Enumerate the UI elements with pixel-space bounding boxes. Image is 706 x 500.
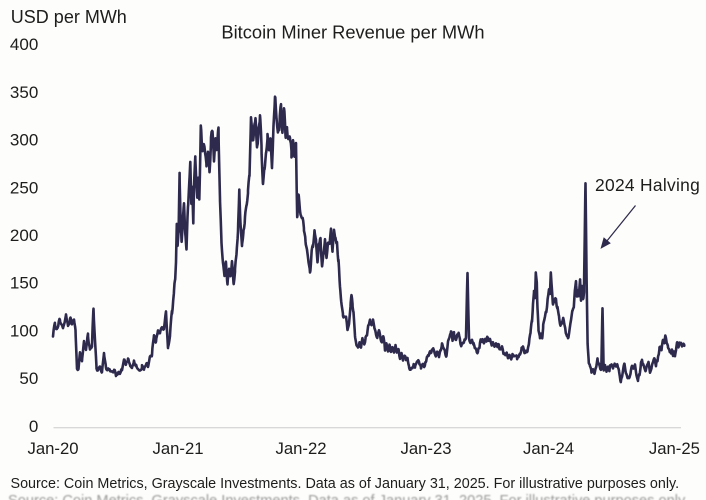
svg-text:Jan-25: Jan-25: [649, 439, 700, 458]
svg-text:400: 400: [10, 35, 38, 54]
svg-text:350: 350: [10, 83, 38, 102]
svg-text:Jan-21: Jan-21: [152, 439, 203, 458]
svg-text:100: 100: [10, 321, 38, 340]
svg-text:0: 0: [29, 417, 38, 436]
svg-text:Bitcoin Miner Revenue per MWh: Bitcoin Miner Revenue per MWh: [221, 21, 484, 42]
svg-text:Source: Coin Metrics, Grayscal: Source: Coin Metrics, Grayscale Investme…: [11, 476, 680, 492]
svg-text:200: 200: [10, 226, 38, 245]
svg-text:USD per MWh: USD per MWh: [11, 7, 127, 27]
svg-text:Jan-23: Jan-23: [400, 439, 451, 458]
svg-text:Jan-20: Jan-20: [27, 439, 78, 458]
svg-text:Jan-24: Jan-24: [523, 439, 574, 458]
svg-text:50: 50: [19, 369, 38, 388]
svg-text:300: 300: [10, 131, 38, 150]
svg-text:150: 150: [10, 274, 38, 293]
svg-text:Jan-22: Jan-22: [275, 439, 326, 458]
svg-text:2024 Halving: 2024 Halving: [595, 175, 700, 195]
svg-text:250: 250: [10, 178, 38, 197]
svg-text:Source: Coin Metrics, Grayscal: Source: Coin Metrics, Grayscale Investme…: [8, 493, 688, 500]
